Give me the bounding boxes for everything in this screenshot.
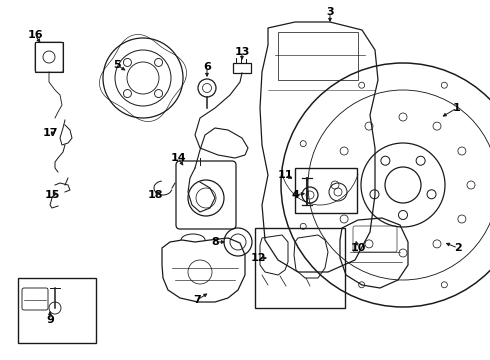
- Text: 12: 12: [250, 253, 266, 263]
- Text: 2: 2: [454, 243, 462, 253]
- Text: 1: 1: [453, 103, 461, 113]
- Text: 7: 7: [193, 295, 201, 305]
- Bar: [233, 63, 251, 73]
- Text: 9: 9: [46, 315, 54, 325]
- Text: 14: 14: [170, 153, 186, 163]
- Text: 11: 11: [277, 170, 293, 180]
- Bar: [18, 278, 96, 343]
- Text: 15: 15: [44, 190, 60, 200]
- Text: 4: 4: [291, 190, 299, 200]
- Bar: [35, 42, 63, 72]
- Bar: [255, 228, 345, 308]
- Text: 8: 8: [211, 237, 219, 247]
- Text: 16: 16: [27, 30, 43, 40]
- Text: 18: 18: [147, 190, 163, 200]
- Text: 5: 5: [113, 60, 121, 70]
- Text: 10: 10: [350, 243, 366, 253]
- Bar: [295, 168, 357, 213]
- Text: 13: 13: [234, 47, 250, 57]
- Text: 17: 17: [42, 128, 58, 138]
- Text: 3: 3: [326, 7, 334, 17]
- Text: 6: 6: [203, 62, 211, 72]
